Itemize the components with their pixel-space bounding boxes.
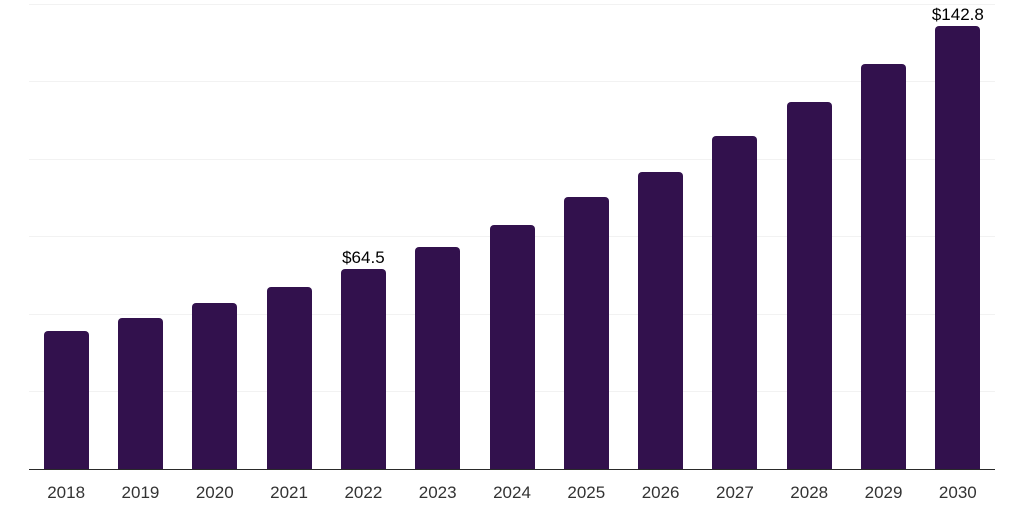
- bar-2020: [192, 302, 238, 469]
- x-tick-label-2028: 2028: [790, 483, 829, 502]
- bar-2030: [935, 25, 981, 469]
- bar-2026: [638, 171, 684, 469]
- bar-2019: [117, 318, 163, 469]
- bar-2029: [861, 64, 907, 469]
- x-tick-label-2029: 2029: [864, 483, 903, 502]
- data-label-2030: $142.8: [931, 4, 984, 24]
- gridline-125: [29, 81, 995, 83]
- x-tick-label-2018: 2018: [47, 483, 86, 502]
- x-tick-label-2024: 2024: [493, 483, 531, 502]
- x-tick-label-2021: 2021: [270, 483, 308, 502]
- bar-2027: [712, 136, 758, 469]
- x-tick-label-2020: 2020: [195, 483, 234, 502]
- x-axis-line: [29, 468, 995, 470]
- x-tick-label-2023: 2023: [418, 483, 457, 502]
- x-tick-label-2030: 2030: [938, 483, 977, 502]
- data-label-2022: $64.5: [342, 247, 385, 267]
- x-tick-label-2022: 2022: [344, 483, 383, 502]
- bar-2028: [786, 102, 832, 469]
- bar-2025: [563, 196, 609, 469]
- bar-2021: [266, 287, 312, 469]
- gridline-150: [29, 3, 995, 5]
- bar-2022: [340, 268, 386, 469]
- bar-2023: [415, 247, 461, 469]
- x-tick-label-2019: 2019: [121, 483, 160, 502]
- gridline-100: [29, 158, 995, 160]
- bar-2024: [489, 225, 535, 469]
- x-tick-label-2026: 2026: [641, 483, 680, 502]
- x-tick-label-2025: 2025: [567, 483, 606, 502]
- x-tick-label-2027: 2027: [716, 483, 754, 502]
- bar-2018: [43, 331, 89, 469]
